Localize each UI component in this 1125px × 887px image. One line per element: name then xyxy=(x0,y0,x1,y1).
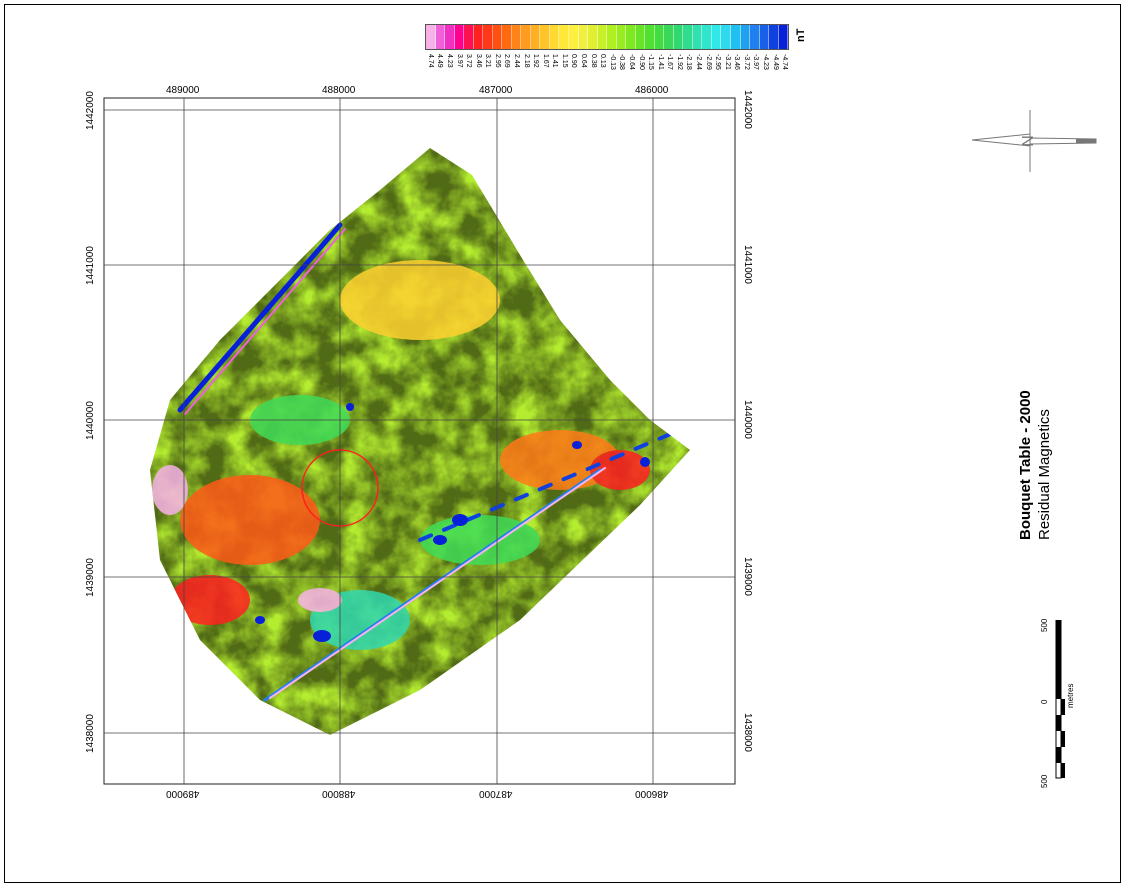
legend-swatch xyxy=(530,25,541,49)
axis-label-bottom: 488000 xyxy=(322,788,356,799)
coordinate-grid xyxy=(104,98,735,784)
legend-swatch xyxy=(445,25,455,49)
legend-swatch xyxy=(721,25,731,49)
scale-unit: metres xyxy=(1066,683,1075,708)
axis-label-bottom: 486000 xyxy=(635,788,669,799)
color-legend xyxy=(425,24,789,50)
map-title: Bouquet Table - 2000 xyxy=(1017,390,1034,540)
legend-swatch xyxy=(511,25,522,49)
legend-swatch xyxy=(492,25,503,49)
legend-swatch xyxy=(607,25,617,49)
legend-swatch xyxy=(635,25,646,49)
axis-label-left: 1441000 xyxy=(85,246,96,285)
legend-swatch xyxy=(502,25,512,49)
legend-swatch xyxy=(731,25,741,49)
legend-swatch xyxy=(616,25,627,49)
legend-swatch xyxy=(464,25,474,49)
legend-swatch xyxy=(626,25,636,49)
axis-label-top: 489000 xyxy=(166,85,200,96)
legend-swatch xyxy=(597,25,608,49)
legend-swatch xyxy=(568,25,579,49)
legend-swatch xyxy=(673,25,684,49)
legend-swatch xyxy=(778,25,789,49)
axis-label-top: 486000 xyxy=(635,85,669,96)
north-label: N xyxy=(1019,135,1037,147)
legend-swatch xyxy=(473,25,484,49)
legend-swatch xyxy=(521,25,531,49)
legend-swatch xyxy=(711,25,722,49)
scale-tick-bottom: 500 xyxy=(1040,774,1049,788)
axis-label-right: 1441000 xyxy=(742,245,753,284)
axis-label-bottom: 489000 xyxy=(166,788,200,799)
axis-label-left: 1438000 xyxy=(85,714,96,753)
legend-swatch xyxy=(588,25,598,49)
north-arrow-icon xyxy=(971,110,1097,172)
legend-swatch xyxy=(759,25,770,49)
axis-label-top: 487000 xyxy=(479,85,513,96)
legend-swatch xyxy=(483,25,493,49)
legend-swatch xyxy=(435,25,446,49)
legend-swatch xyxy=(750,25,760,49)
legend-swatch xyxy=(578,25,589,49)
axis-label-bottom: 487000 xyxy=(479,788,513,799)
legend-swatch xyxy=(769,25,779,49)
legend-swatch xyxy=(740,25,751,49)
axis-label-right: 1439000 xyxy=(742,557,753,596)
legend-swatch xyxy=(664,25,674,49)
axis-label-right: 1438000 xyxy=(742,713,753,752)
scale-bar xyxy=(1055,620,1065,779)
legend-swatch xyxy=(454,25,465,49)
axis-label-right: 1440000 xyxy=(742,400,753,439)
legend-swatch xyxy=(559,25,569,49)
axis-label-left: 1442000 xyxy=(85,91,96,130)
scale-tick-top: 500 xyxy=(1040,618,1049,632)
title-block: Bouquet Table - 2000 Residual Magnetics xyxy=(1017,390,1054,540)
page-frame xyxy=(4,4,1121,883)
map-subtitle: Residual Magnetics xyxy=(1036,409,1053,540)
legend-swatch xyxy=(549,25,560,49)
scale-tick-mid: 0 xyxy=(1040,699,1049,704)
legend-swatch xyxy=(645,25,655,49)
legend-swatch xyxy=(540,25,550,49)
legend-swatch xyxy=(654,25,665,49)
legend-swatch xyxy=(702,25,712,49)
legend-swatch xyxy=(692,25,703,49)
axis-label-left: 1439000 xyxy=(85,558,96,597)
legend-swatch xyxy=(683,25,693,49)
axis-label-right: 1442000 xyxy=(742,90,753,129)
legend-swatch xyxy=(426,25,436,49)
axis-label-left: 1440000 xyxy=(85,401,96,440)
axis-label-top: 488000 xyxy=(322,85,356,96)
